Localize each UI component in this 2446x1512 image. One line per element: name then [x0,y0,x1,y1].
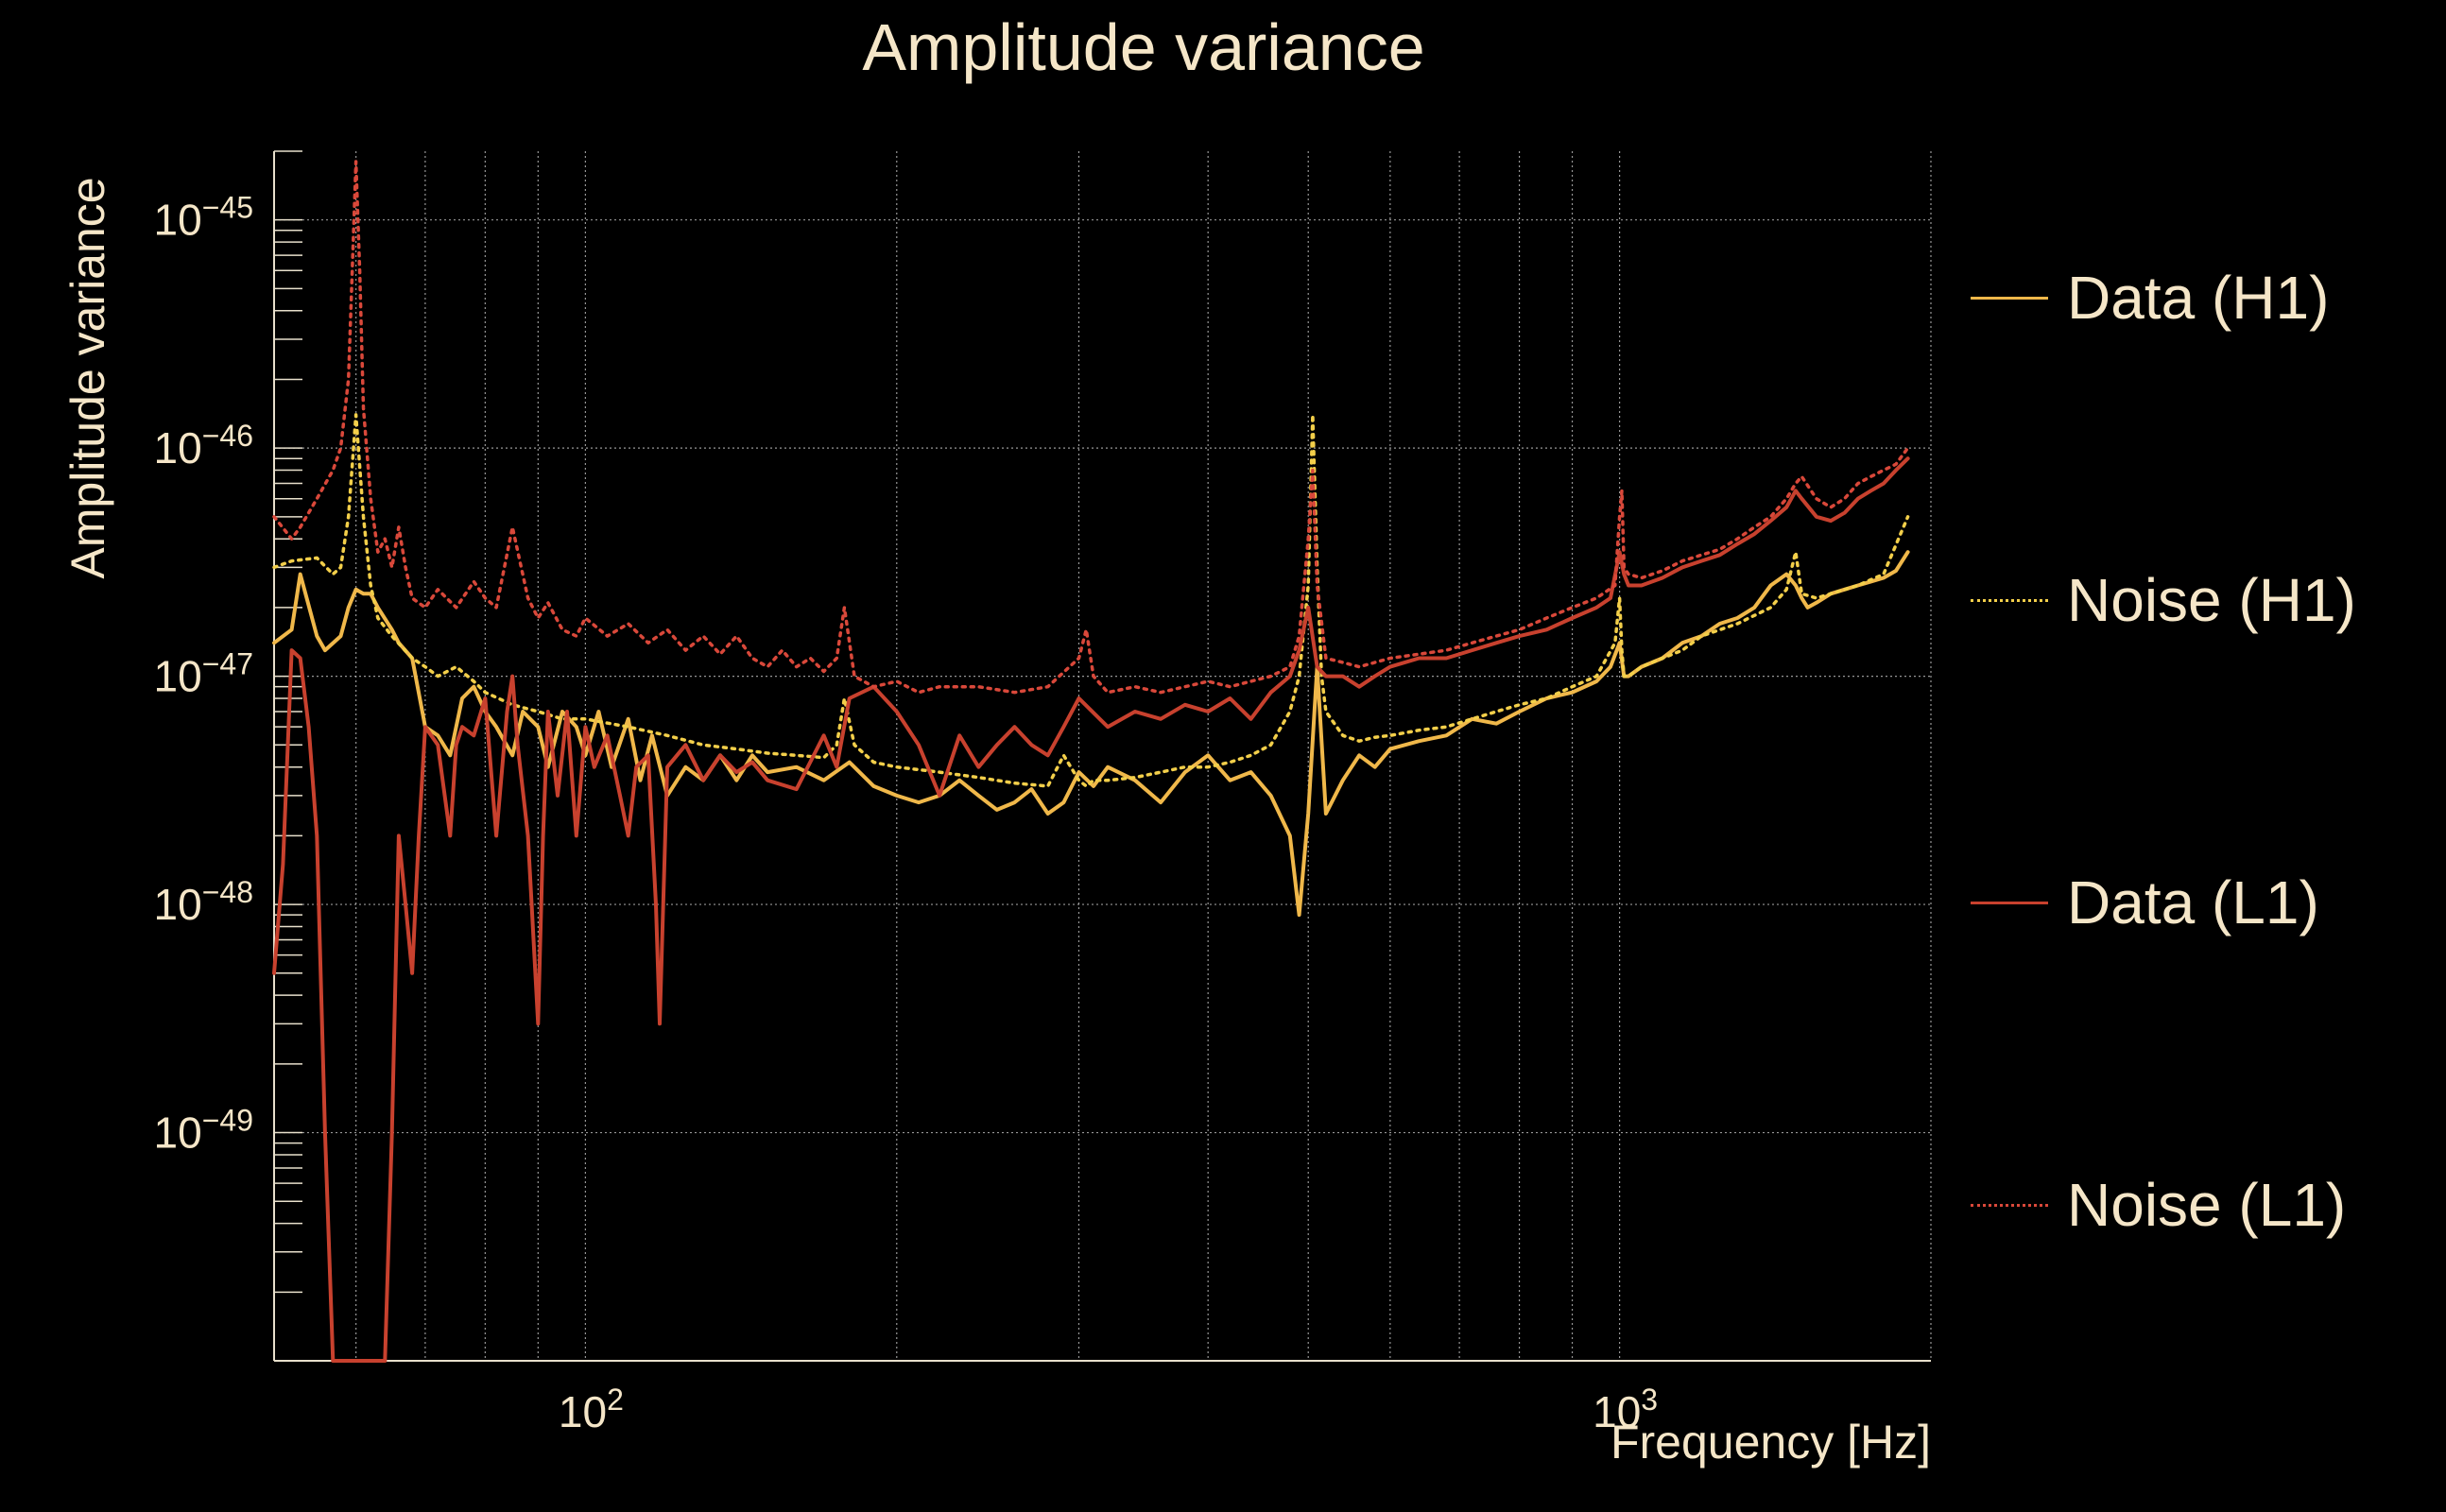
x-axis-label: Frequency [Hz] [1611,1416,1931,1469]
legend-label: Data (H1) [2067,264,2330,332]
grid [273,151,1932,1362]
legend-swatch-dotted [1971,598,2048,602]
legend-swatch-solid [1971,296,2048,300]
y-tick-label: 10−47 [154,647,253,701]
series-line-noise-l1 [272,160,1910,695]
tick-labels: 10−45 10−46 10−47 10−48 10−49 102 103 [154,191,1659,1436]
y-tick-label: 10−45 [154,191,253,245]
legend-label: Data (L1) [2067,868,2319,936]
series-line-data-l1 [272,456,1910,1363]
x-tick-label: 102 [559,1383,624,1436]
x-tick-label: 103 [1593,1383,1658,1436]
series-line-noise-h1 [272,413,1910,788]
legend-label: Noise (L1) [2067,1171,2347,1239]
chart-title: Amplitude variance [862,10,1425,84]
legend-item-noise-h1[interactable]: Noise (H1) [1971,562,2356,638]
legend-item-noise-l1[interactable]: Noise (L1) [1971,1167,2346,1243]
legend-item-data-l1[interactable]: Data (L1) [1971,865,2319,940]
series-line-data-h1 [272,550,1910,918]
legend-swatch-dotted [1971,1203,2048,1207]
axes [273,150,1931,1362]
legend-item-data-h1[interactable]: Data (H1) [1971,260,2329,335]
legend-label: Noise (H1) [2067,566,2356,634]
y-axis-label: Amplitude variance [61,177,114,578]
legend-swatch-solid [1971,901,2048,904]
series-layer [272,160,1910,1363]
y-tick-label: 10−49 [154,1104,253,1158]
y-tick-label: 10−48 [154,875,253,929]
y-tick-label: 10−46 [154,419,253,472]
